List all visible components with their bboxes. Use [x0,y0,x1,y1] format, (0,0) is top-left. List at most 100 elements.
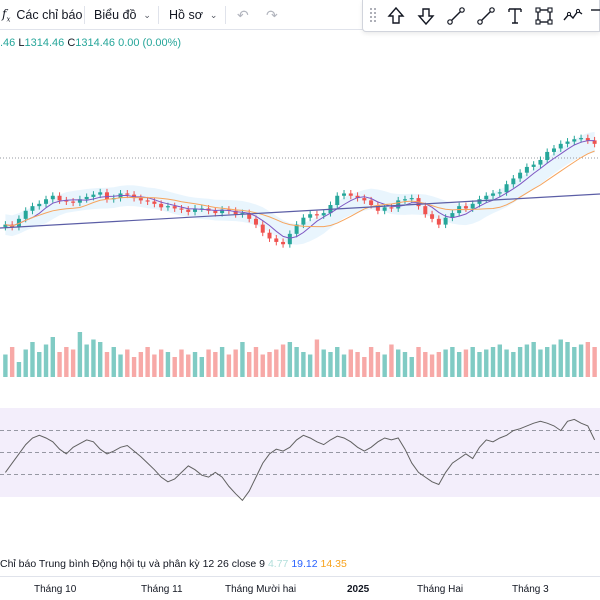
profile-dropdown[interactable]: Hồ sơ ⌄ [169,4,217,26]
volume-bar [463,349,469,377]
volume-bar [551,344,557,377]
volume-bar [206,349,211,377]
volume-bar [131,357,137,377]
arrow-up-icon[interactable] [385,5,407,27]
time-label: Tháng Mười hai [225,584,297,595]
candle [436,218,441,225]
candle [402,199,407,201]
indicator-value-2: 19.12 [291,558,318,570]
candle [335,195,340,205]
candle [125,193,130,195]
candle [572,139,577,142]
volume-bar [125,349,130,377]
volume-bar [348,349,353,377]
low-label: L [18,37,25,49]
volume-bar [70,349,76,377]
volume-bar [341,354,347,377]
indicator-params: 12 26 close 9 [202,558,266,570]
indicators-button[interactable]: fx Các chỉ báo [2,4,82,26]
volume-bar [253,347,259,377]
undo-icon[interactable]: ↶ [237,7,249,23]
volume-bar [511,352,516,377]
volume-bar [328,352,333,377]
candle [524,166,529,173]
candle [321,213,326,216]
volume-bar [77,332,83,377]
volume-bar [497,344,502,377]
candle [267,232,272,239]
volume-bar [138,352,144,377]
volume-bar [450,347,455,377]
redo-icon[interactable]: ↷ [266,7,278,23]
arrow-down-icon[interactable] [415,5,437,27]
candle [511,178,516,185]
trend-line-icon[interactable] [475,5,497,27]
text-icon[interactable] [504,5,526,27]
time-label: 2025 [347,584,370,595]
candle [382,207,387,211]
volume-bar [477,352,482,377]
candle [308,214,313,218]
volume-bar [294,347,299,377]
candle [450,213,455,218]
candle [497,192,502,194]
volume-bar [314,339,320,377]
candle [233,210,238,215]
volume-bar [531,342,536,377]
close-value: 1314.46 [75,37,116,49]
candle [579,138,584,140]
candle [44,199,49,204]
candle [463,206,468,209]
indicator-value-3: 14.35 [320,558,347,570]
chart-type-label: Biểu đồ [94,8,137,22]
candle [389,207,394,209]
volume-bar [50,337,55,377]
volume-bar [240,342,245,377]
more-icon[interactable] [587,5,600,27]
volume-bar [213,352,218,377]
price-chart[interactable] [0,0,600,576]
candle [409,198,414,200]
volume-bar [233,349,238,377]
volume-bar [16,362,22,377]
candle [37,203,42,207]
volume-bar [301,352,306,377]
volume-bar [219,347,225,377]
toolbar-divider [84,6,85,24]
candle [50,195,55,200]
candle [538,160,543,165]
candle [355,195,360,199]
volume-bar [3,354,8,377]
candle [3,224,8,227]
candle [362,198,367,201]
candle [172,206,177,209]
volume-bar [43,344,49,377]
volume-bar [267,352,272,377]
volume-bar [199,357,204,377]
volume-bar [30,342,35,377]
candle [71,201,76,203]
trend-angle-icon[interactable] [445,5,467,27]
volume-bar [192,352,198,377]
time-axis[interactable]: Tháng 10 Tháng 11 Tháng Mười hai 2025 Th… [0,576,600,600]
rectangle-icon[interactable] [533,5,555,27]
candle [518,172,523,179]
indicator-title: Chỉ báo Trung bình Động hội tụ và phân k… [0,558,200,570]
path-icon[interactable] [562,5,584,27]
candle [477,199,482,204]
volume-bar [585,342,591,377]
candle [179,208,184,210]
volume-bar [484,349,489,377]
volume-bar [335,347,340,377]
drag-handle-icon[interactable] [370,8,376,22]
candle [396,200,401,209]
chart-type-dropdown[interactable]: Biểu đồ ⌄ [94,4,151,26]
volume-bar [436,352,442,377]
volume-bar [226,354,232,377]
change-value: 0.00 (0.00%) [118,37,182,49]
candle [551,148,556,152]
candle [281,241,286,245]
volume-bar [572,347,577,377]
candle [491,193,496,196]
volume-bar [91,339,96,377]
